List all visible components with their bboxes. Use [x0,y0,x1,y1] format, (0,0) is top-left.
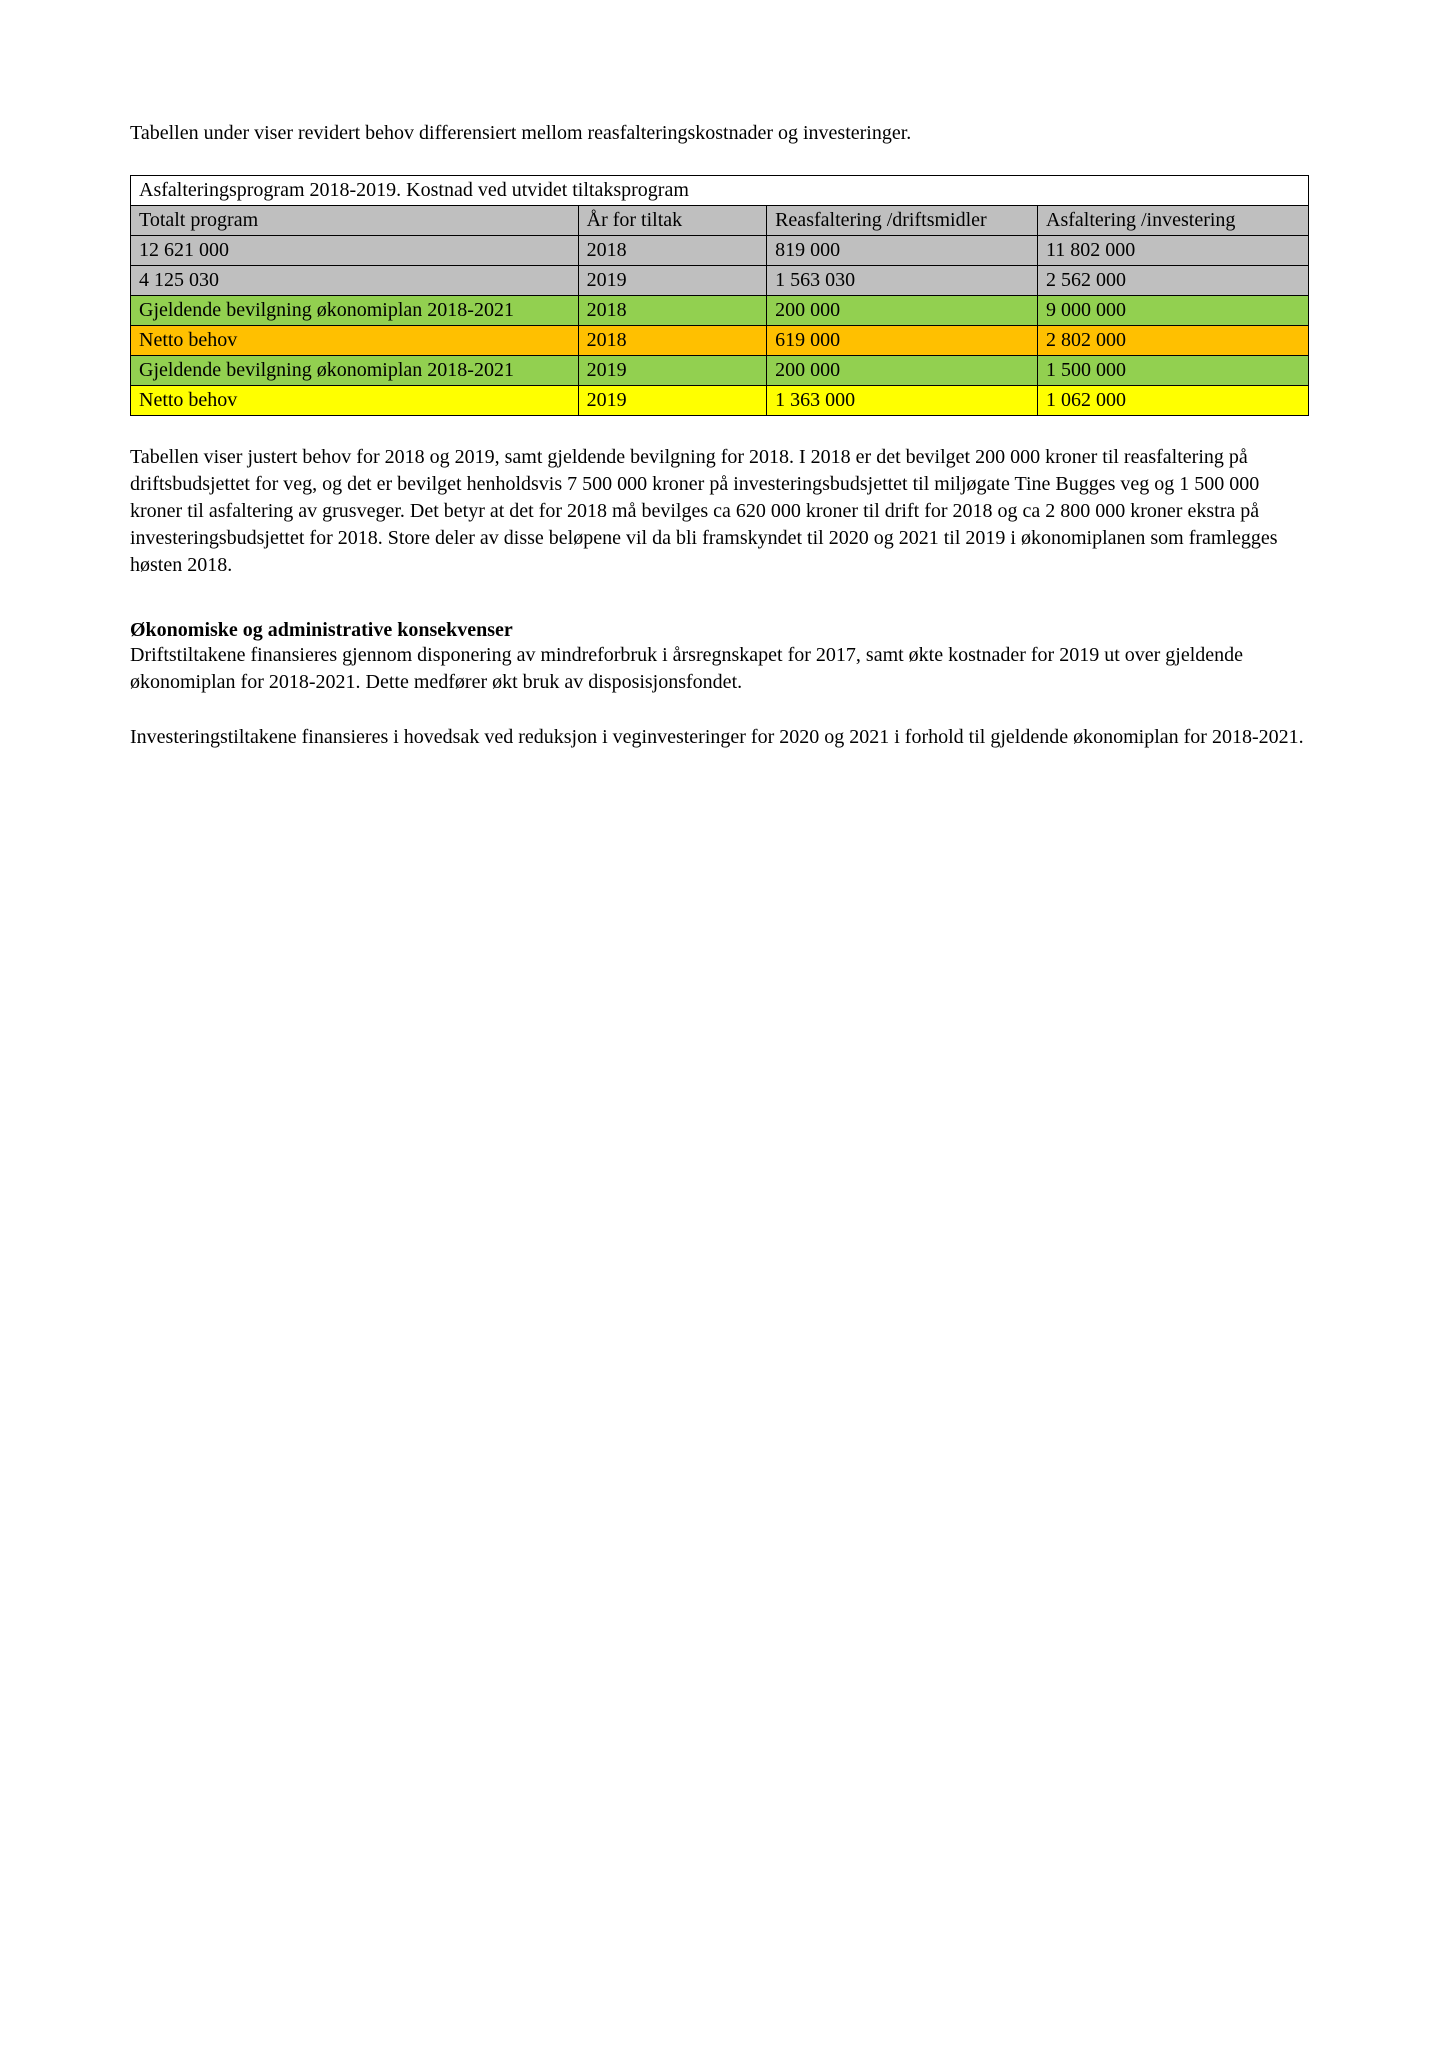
cell-c3: 619 000 [767,326,1038,356]
table-row: 4 125 030 2019 1 563 030 2 562 000 [131,266,1309,296]
cell-c2: 2018 [578,296,766,326]
table-header-row: Totalt program År for tiltak Reasfalteri… [131,206,1309,236]
header-col2: År for tiltak [578,206,766,236]
cell-c4: 1 500 000 [1038,356,1309,386]
asfaltering-table: Asfalteringsprogram 2018-2019. Kostnad v… [130,175,1309,416]
intro-paragraph: Tabellen under viser revidert behov diff… [130,120,1309,147]
cell-c2: 2019 [578,266,766,296]
cell-c4: 2 802 000 [1038,326,1309,356]
section-heading-block: Økonomiske og administrative konsekvense… [130,619,1309,696]
section-heading: Økonomiske og administrative konsekvense… [130,619,1309,642]
cell-c2: 2019 [578,356,766,386]
table-row: Gjeldende bevilgning økonomiplan 2018-20… [131,296,1309,326]
table-row: Netto behov 2018 619 000 2 802 000 [131,326,1309,356]
cell-c4: 9 000 000 [1038,296,1309,326]
table-title-row: Asfalteringsprogram 2018-2019. Kostnad v… [131,176,1309,206]
header-col3: Reasfaltering /driftsmidler [767,206,1038,236]
document-page: Tabellen under viser revidert behov diff… [0,0,1439,2048]
table-row: Netto behov 2019 1 363 000 1 062 000 [131,386,1309,416]
cell-c1: Gjeldende bevilgning økonomiplan 2018-20… [131,296,579,326]
cell-c1: 4 125 030 [131,266,579,296]
cell-c1: 12 621 000 [131,236,579,266]
cell-c4: 2 562 000 [1038,266,1309,296]
cell-c2: 2018 [578,326,766,356]
cell-c3: 200 000 [767,296,1038,326]
cell-c1: Netto behov [131,326,579,356]
cell-c4: 11 802 000 [1038,236,1309,266]
table-title: Asfalteringsprogram 2018-2019. Kostnad v… [131,176,1309,206]
table-row: Gjeldende bevilgning økonomiplan 2018-20… [131,356,1309,386]
cell-c4: 1 062 000 [1038,386,1309,416]
paragraph-3: Driftstiltakene finansieres gjennom disp… [130,642,1309,696]
header-col4: Asfaltering /investering [1038,206,1309,236]
header-col1: Totalt program [131,206,579,236]
table-row: 12 621 000 2018 819 000 11 802 000 [131,236,1309,266]
cell-c1: Netto behov [131,386,579,416]
cell-c2: 2019 [578,386,766,416]
paragraph-2: Tabellen viser justert behov for 2018 og… [130,444,1309,579]
cell-c3: 200 000 [767,356,1038,386]
cell-c3: 1 563 030 [767,266,1038,296]
cell-c3: 1 363 000 [767,386,1038,416]
cell-c1: Gjeldende bevilgning økonomiplan 2018-20… [131,356,579,386]
cell-c2: 2018 [578,236,766,266]
paragraph-4: Investeringstiltakene finansieres i hove… [130,724,1309,751]
cell-c3: 819 000 [767,236,1038,266]
